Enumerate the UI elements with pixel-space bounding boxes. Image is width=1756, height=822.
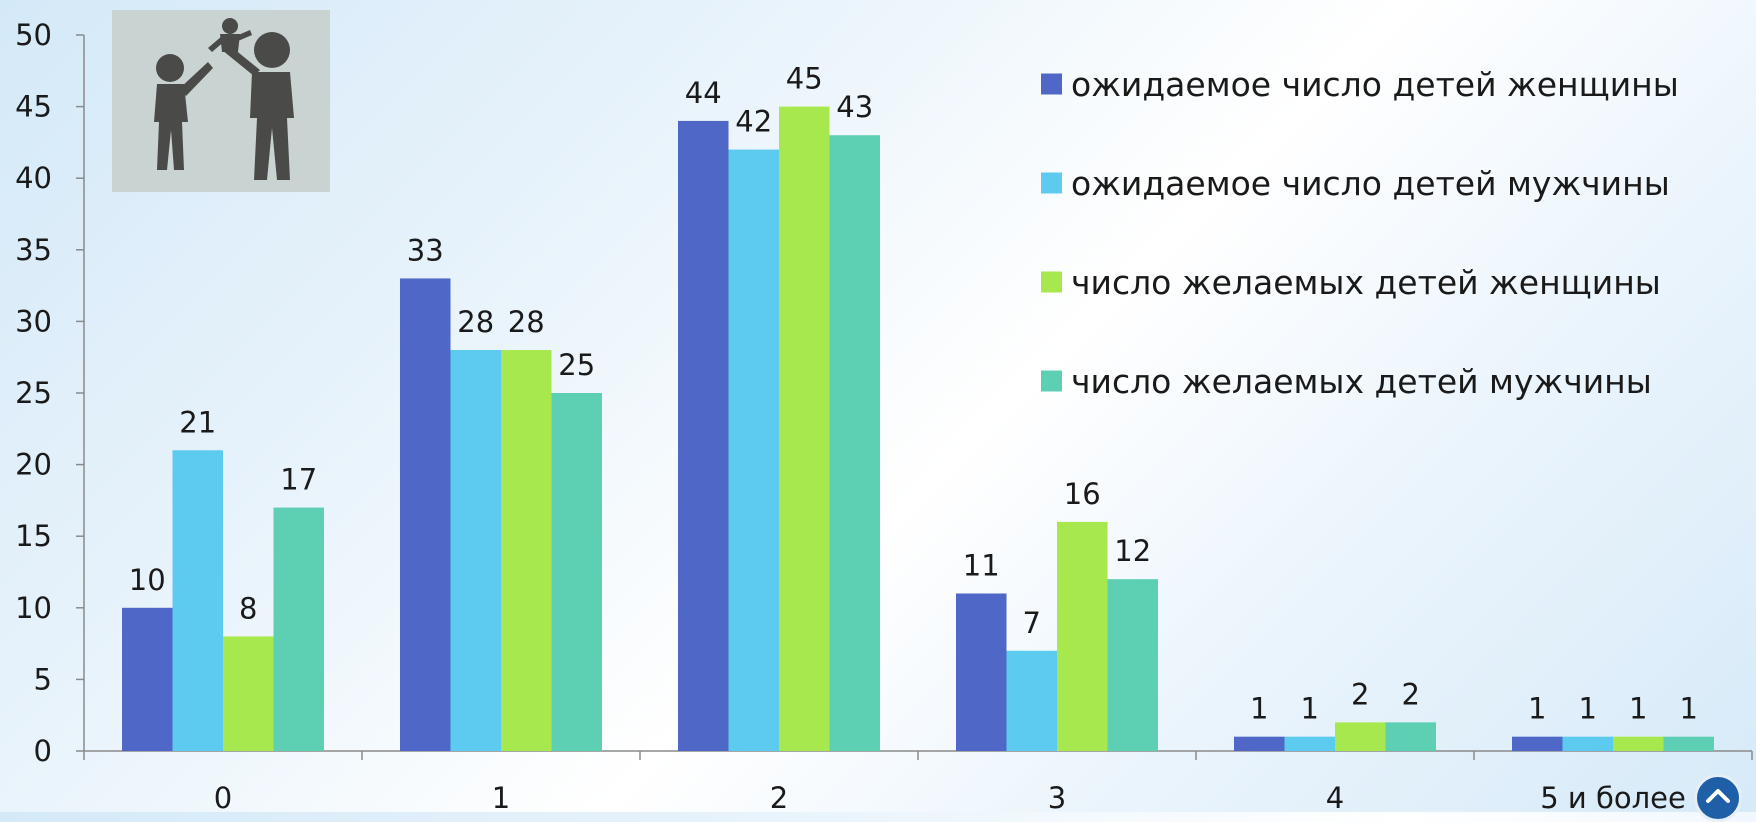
data-label: 1	[1250, 692, 1268, 726]
bar	[1057, 521, 1108, 751]
data-label: 43	[836, 90, 873, 124]
bar	[1006, 650, 1057, 751]
data-label: 42	[735, 105, 772, 139]
y-tick-label: 10	[15, 591, 52, 625]
x-tick-label: 5 и более	[1540, 781, 1686, 812]
data-label: 2	[1402, 677, 1420, 711]
bar	[551, 393, 602, 751]
legend-swatch	[1041, 172, 1062, 194]
bar	[678, 120, 729, 752]
bar	[1107, 579, 1158, 751]
data-label: 1	[1579, 692, 1597, 726]
data-label: 16	[1064, 477, 1101, 511]
bar	[829, 135, 880, 752]
y-tick-label: 20	[15, 448, 52, 482]
legend-swatch	[1041, 73, 1062, 95]
data-label: 1	[1629, 692, 1647, 726]
bar	[1284, 736, 1335, 751]
chart-bars	[122, 106, 1714, 752]
x-tick-label: 4	[1326, 781, 1344, 812]
data-label: 17	[280, 463, 317, 497]
data-label: 1	[1528, 692, 1546, 726]
data-label: 21	[179, 405, 216, 439]
data-label: 10	[129, 563, 166, 597]
y-tick-label: 15	[15, 519, 52, 553]
bar	[1512, 736, 1563, 751]
x-tick-label: 1	[492, 781, 510, 812]
bar	[400, 278, 451, 751]
data-label: 45	[786, 62, 823, 96]
bar	[122, 607, 173, 751]
y-tick-label: 45	[15, 90, 52, 124]
bar	[779, 106, 830, 752]
x-tick-label: 3	[1048, 781, 1066, 812]
bar	[1234, 736, 1285, 751]
y-tick-label: 0	[34, 734, 52, 768]
x-tick-label: 0	[214, 781, 232, 812]
data-label: 11	[963, 548, 1000, 582]
x-tick-label: 2	[770, 781, 788, 812]
bar	[1663, 736, 1714, 751]
data-label: 28	[457, 305, 494, 339]
y-tick-label: 40	[15, 161, 52, 195]
bar	[956, 593, 1007, 751]
legend-label: ожидаемое число детей мужчины	[1071, 164, 1670, 203]
data-label: 25	[558, 348, 595, 382]
legend-label: число желаемых детей мужчины	[1071, 362, 1652, 401]
chart-legend: ожидаемое число детей женщины ожидаемое ч…	[1041, 65, 1679, 401]
data-label: 33	[407, 233, 444, 267]
bar	[1335, 722, 1386, 751]
bar	[1613, 736, 1664, 751]
bar	[273, 507, 324, 751]
bar	[728, 149, 779, 751]
bar	[450, 350, 501, 751]
legend-swatch	[1041, 271, 1062, 293]
y-tick-label: 30	[15, 304, 52, 338]
legend-swatch	[1041, 370, 1062, 392]
bar	[172, 450, 223, 751]
y-tick-label: 50	[15, 18, 52, 52]
y-tick-label: 5	[34, 662, 52, 696]
data-label: 1	[1680, 692, 1698, 726]
data-label: 12	[1114, 534, 1151, 568]
chevron-up-icon	[1706, 789, 1730, 803]
legend-label: число желаемых детей женщины	[1071, 263, 1661, 302]
data-label: 8	[239, 591, 257, 625]
data-label: 7	[1023, 606, 1041, 640]
y-tick-label: 25	[15, 376, 52, 410]
scroll-up-button[interactable]	[1694, 774, 1742, 822]
bar	[501, 350, 552, 751]
bar	[1385, 722, 1436, 751]
data-label: 44	[685, 76, 722, 110]
data-label: 28	[508, 305, 545, 339]
data-label: 2	[1351, 677, 1369, 711]
data-label: 1	[1301, 692, 1319, 726]
y-tick-label: 35	[15, 233, 52, 267]
family-child-icon	[112, 10, 330, 192]
legend-label: ожидаемое число детей женщины	[1071, 65, 1679, 104]
bar	[1562, 736, 1613, 751]
bar	[223, 636, 274, 751]
